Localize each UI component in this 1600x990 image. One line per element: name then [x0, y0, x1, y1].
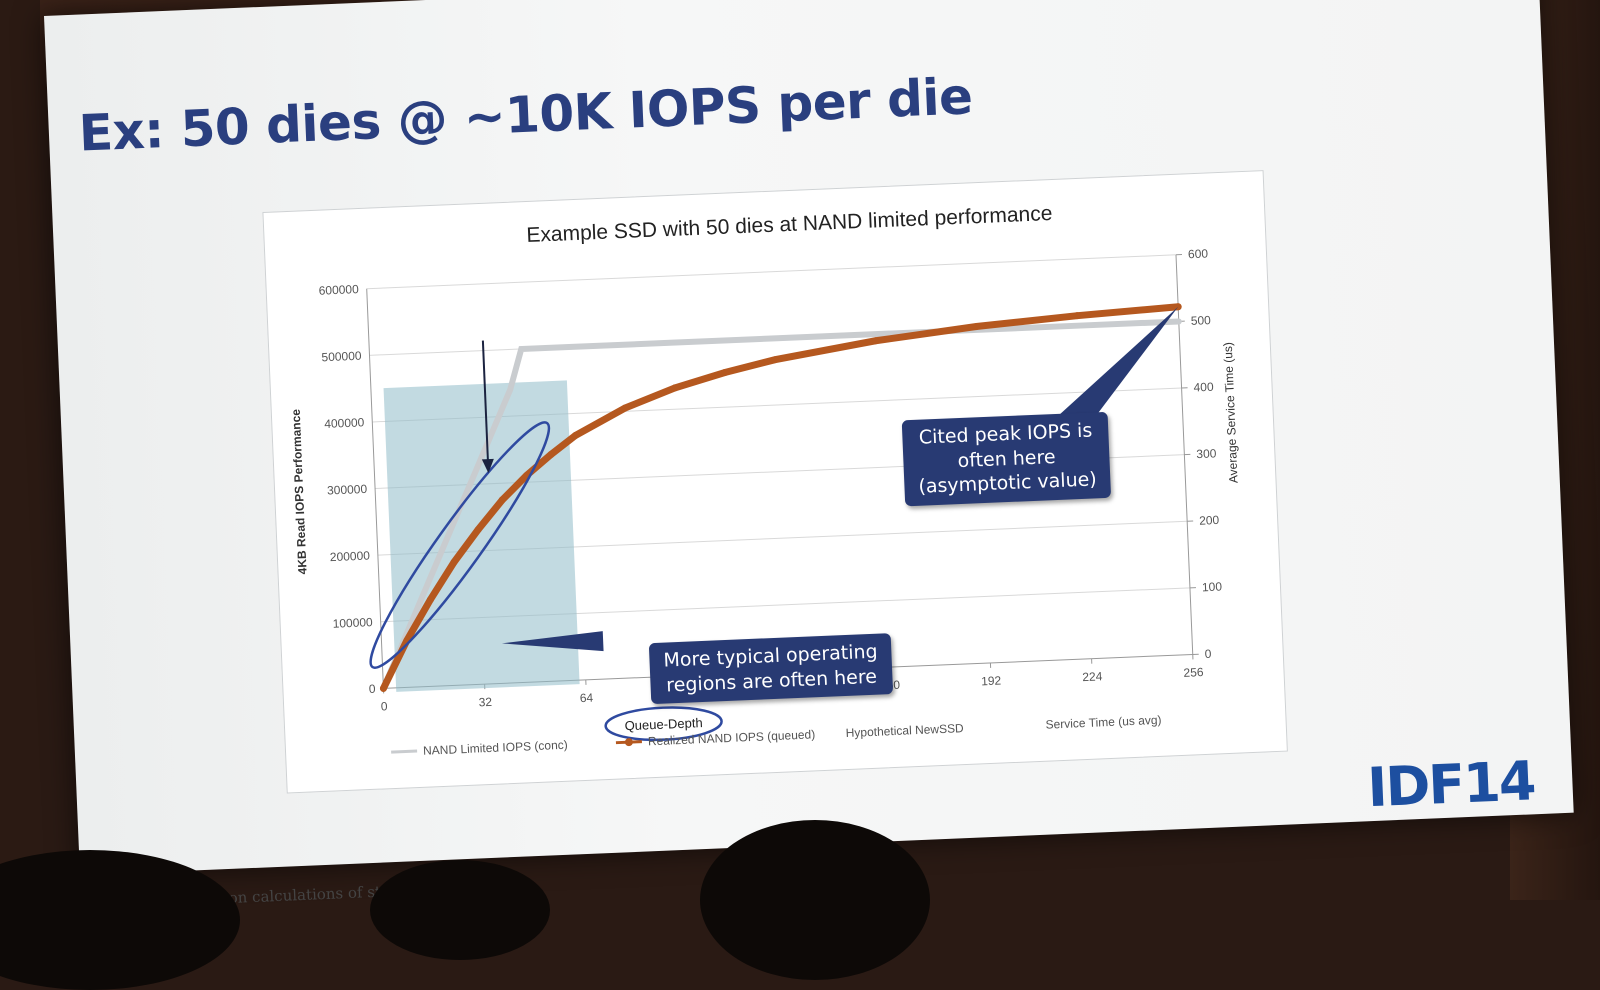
y2-tick-label: 600	[1188, 246, 1209, 261]
x-tick-label: 64	[580, 691, 594, 706]
callout-cited-peak: Cited peak IOPS is often here (asymptoti…	[902, 412, 1112, 507]
legend-swatch-nand-limited	[391, 751, 417, 752]
gridline-y	[367, 255, 1176, 289]
y-tick-label: 200000	[330, 548, 371, 564]
y-tick-label: 0	[368, 682, 376, 696]
y2-tick-label: 200	[1199, 513, 1220, 528]
y-tick-label: 100000	[332, 615, 373, 631]
y-tick-label: 500000	[321, 349, 362, 365]
projection-screen: Ex: 50 dies @ ~10K IOPS per die Example …	[44, 0, 1574, 875]
y-axis-label: 4KB Read IOPS Performance	[289, 408, 310, 574]
slide-title: Ex: 50 dies @ ~10K IOPS per die	[78, 67, 974, 162]
x-tick-label: 0	[381, 699, 389, 713]
x-tick-label: 224	[1082, 669, 1103, 684]
chart-frame: Example SSD with 50 dies at NAND limited…	[262, 170, 1287, 793]
legend-label: Hypothetical NewSSD	[845, 721, 964, 740]
y2-axis-label: Average Service Time (us)	[1221, 342, 1241, 484]
audience-head-1	[700, 820, 930, 980]
x-tick-label: 32	[478, 695, 492, 710]
audience-head-2	[370, 860, 550, 960]
y2-tick-label: 400	[1193, 380, 1214, 395]
chart-title: Example SSD with 50 dies at NAND limited…	[526, 202, 1053, 247]
idf-logo: IDF14	[1366, 749, 1535, 819]
y-tick-label: 400000	[324, 415, 365, 431]
legend-label: Service Time (us avg)	[1045, 713, 1162, 732]
y2-tick-label: 500	[1190, 313, 1211, 328]
y-tick-label: 600000	[318, 282, 359, 298]
y2-tick-label: 100	[1202, 579, 1223, 594]
y2-tick-label: 0	[1204, 647, 1212, 661]
x-tick-label: 192	[981, 673, 1002, 688]
x-tick-label: 256	[1183, 665, 1204, 680]
y2-tick-label: 300	[1196, 446, 1217, 461]
room-background-left	[0, 0, 40, 900]
audience-head-3	[0, 850, 240, 990]
y-tick-label: 300000	[327, 482, 368, 498]
chart-svg: Example SSD with 50 dies at NAND limited…	[263, 171, 1286, 792]
legend-label: NAND Limited IOPS (conc)	[423, 738, 568, 758]
x-axis-label: Queue-Depth	[624, 715, 703, 733]
callout-typical-region: More typical operating regions are often…	[649, 633, 894, 704]
